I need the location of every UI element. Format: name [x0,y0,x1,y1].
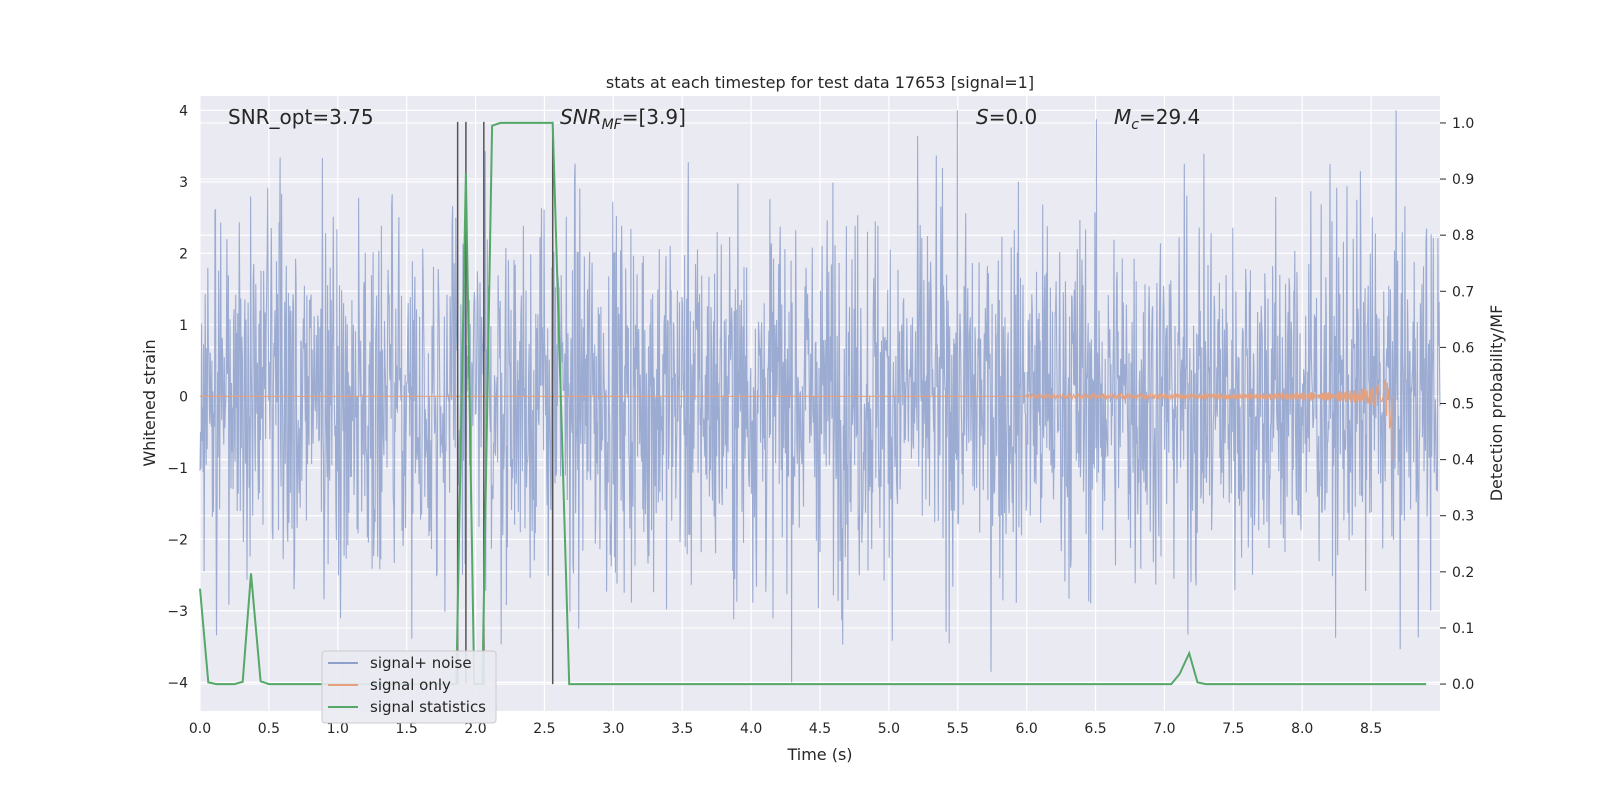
x-tick-label: 3.5 [671,721,693,737]
x-tick-label: 4.5 [809,721,831,737]
annotation-mc: Mc=29.4 [1114,105,1200,133]
x-tick-label: 7.0 [1153,721,1175,737]
y-left-tick-labels: −4 −3 −2 −1 0 1 2 3 4 [167,103,188,691]
x-tick-label: 6.0 [1016,721,1038,737]
y-right-tick-label: 0.3 [1452,509,1474,525]
y-right-tick-label: 0.2 [1452,565,1474,581]
y-left-tick-label: −1 [167,461,188,477]
legend-box [321,650,497,724]
snr-mf-symbol: SNR [560,105,602,129]
y-right-tick-label: 0.0 [1452,677,1474,693]
y-right-tick-label: 0.9 [1452,172,1474,188]
x-tick-labels: 0.0 0.5 1.0 1.5 2.0 2.5 3.0 3.5 4.0 4.5 5.0 5.5 6.0 6… [189,721,1382,737]
mc-subscript: c [1131,117,1139,133]
annotation-s: S=0.0 [976,105,1037,129]
s-symbol: S [976,105,989,129]
annotation-snr-mf: SNRMF=[3.9] [560,105,686,133]
y-left-tick-label: −4 [167,675,188,691]
snr-mf-value: =[3.9] [622,105,686,129]
y-left-tick-label: 4 [179,103,188,119]
y-right-tick-label: 0.5 [1452,397,1474,413]
y-axis-label-right: Detection probability/MF [1487,305,1506,502]
x-axis-label: Time (s) [786,745,852,764]
y-left-tick-label: −2 [167,532,188,548]
s-value: =0.0 [989,105,1038,129]
series-signal-only [200,378,1393,461]
y-right-tick-label: 0.1 [1452,621,1474,637]
y-left-tick-label: 1 [179,318,188,334]
x-tick-label: 8.5 [1360,721,1382,737]
y-left-tick-label: 2 [179,246,188,262]
x-tick-label: 5.0 [878,721,900,737]
y-left-tick-label: 3 [179,175,188,191]
x-tick-label: 1.0 [327,721,349,737]
x-tick-label: 1.5 [396,721,418,737]
y-right-tick-label: 1.0 [1452,116,1474,132]
y-right-tick-label: 0.6 [1452,340,1474,356]
x-tick-label: 3.0 [602,721,624,737]
y-left-tick-label: 0 [179,389,188,405]
y-right-tick-label: 0.8 [1452,228,1474,244]
x-tick-label: 6.5 [1084,721,1106,737]
legend-label-signal: signal only [370,676,451,694]
y-right-tick-label: 0.7 [1452,284,1474,300]
y-left-tick-label: −3 [167,604,188,620]
chart-title: stats at each timestep for test data 176… [606,73,1034,92]
series-signal-noise [199,110,1441,683]
x-tick-label: 7.5 [1222,721,1244,737]
legend-label-stats: signal statistics [370,698,486,716]
x-tick-label: 4.0 [740,721,762,737]
noise-line [199,110,1441,683]
x-tick-label: 0.5 [258,721,280,737]
x-tick-label: 0.0 [189,721,211,737]
x-tick-label: 2.0 [464,721,486,737]
y-right-tick-label: 0.4 [1452,453,1474,469]
signal-only-line [200,378,1393,461]
x-tick-label: 5.5 [947,721,969,737]
legend-label-noise: signal+ noise [370,654,472,672]
snr-mf-subscript: MF [602,117,623,133]
mc-value: =29.4 [1139,105,1200,129]
y-axis-label-left: Whitened strain [140,339,159,466]
legend: signal+ noise signal only signal statist… [321,650,497,724]
annotation-snr-opt: SNR_opt=3.75 [228,105,374,129]
y-right-tick-labels: 0.0 0.1 0.2 0.3 0.4 0.5 0.6 0.7 0.8 0.9 1.0 [1440,116,1474,693]
x-tick-label: 8.0 [1291,721,1313,737]
x-tick-label: 2.5 [533,721,555,737]
mc-symbol: M [1114,105,1131,129]
